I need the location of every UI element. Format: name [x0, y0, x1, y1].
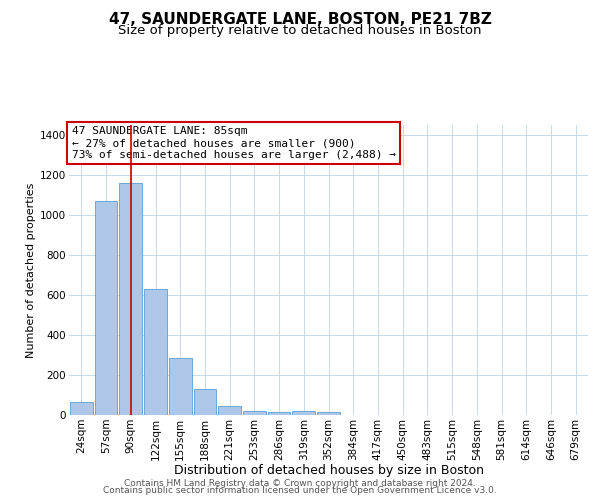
- Bar: [292, 411, 315, 415]
- X-axis label: Distribution of detached houses by size in Boston: Distribution of detached houses by size …: [173, 464, 484, 477]
- Text: 47, SAUNDERGATE LANE, BOSTON, PE21 7BZ: 47, SAUNDERGATE LANE, BOSTON, PE21 7BZ: [109, 12, 491, 28]
- Bar: [243, 411, 266, 415]
- Text: Contains public sector information licensed under the Open Government Licence v3: Contains public sector information licen…: [103, 486, 497, 495]
- Bar: [144, 289, 167, 415]
- Text: Contains HM Land Registry data © Crown copyright and database right 2024.: Contains HM Land Registry data © Crown c…: [124, 478, 476, 488]
- Bar: [194, 389, 216, 415]
- Text: 47 SAUNDERGATE LANE: 85sqm
← 27% of detached houses are smaller (900)
73% of sem: 47 SAUNDERGATE LANE: 85sqm ← 27% of deta…: [71, 126, 395, 160]
- Bar: [218, 406, 241, 415]
- Bar: [268, 412, 290, 415]
- Bar: [70, 402, 93, 415]
- Bar: [95, 201, 118, 415]
- Bar: [119, 183, 142, 415]
- Bar: [169, 358, 191, 415]
- Y-axis label: Number of detached properties: Number of detached properties: [26, 182, 36, 358]
- Text: Size of property relative to detached houses in Boston: Size of property relative to detached ho…: [118, 24, 482, 37]
- Bar: [317, 412, 340, 415]
